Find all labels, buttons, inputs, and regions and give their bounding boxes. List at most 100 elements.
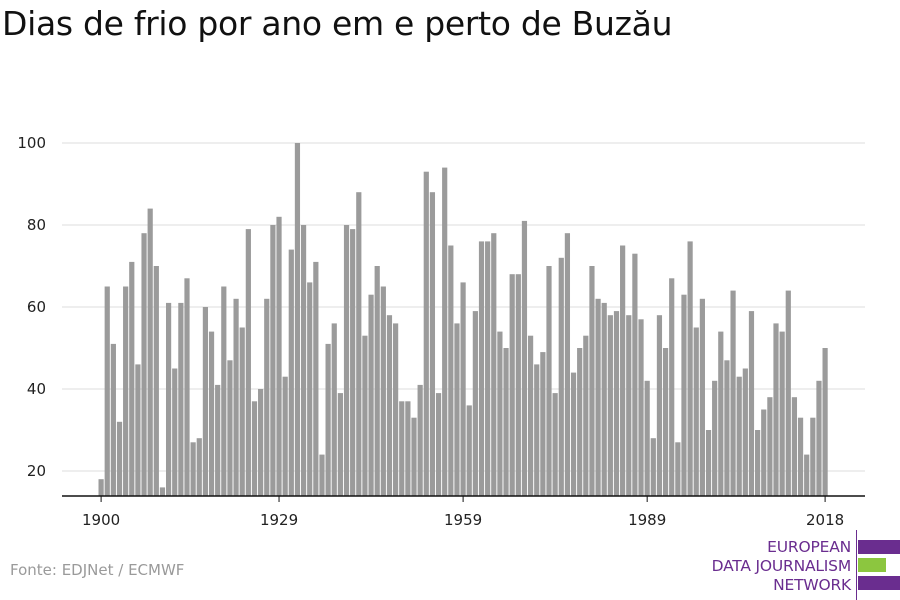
bar-1905 — [129, 261, 135, 496]
bar-1913 — [178, 302, 184, 496]
bar-1994 — [675, 442, 681, 496]
bar-1955 — [435, 393, 442, 496]
bar-1983 — [607, 315, 613, 496]
bar-1921 — [227, 360, 233, 496]
bar-1958 — [454, 323, 460, 496]
bar-2006 — [748, 311, 755, 496]
bar-1942 — [356, 192, 362, 496]
bar-1992 — [662, 348, 669, 496]
bar-1925 — [251, 401, 258, 496]
bar-1989 — [644, 380, 650, 496]
bar-1961 — [472, 311, 478, 496]
y-tick-label: 60 — [27, 298, 46, 316]
logo-bar-middle — [858, 558, 886, 572]
bar-1912 — [172, 368, 178, 496]
bar-1927 — [264, 298, 270, 496]
bar-1914 — [184, 278, 190, 496]
logo-line-2: DATA JOURNALISM — [711, 557, 852, 575]
bar-1956 — [442, 167, 448, 496]
bar-1984 — [613, 311, 620, 496]
bar-1970 — [527, 335, 534, 496]
bar-1940 — [343, 225, 350, 496]
bar-1946 — [380, 286, 386, 496]
bar-1948 — [393, 323, 399, 496]
bar-1937 — [325, 343, 331, 496]
bar-1906 — [135, 364, 141, 496]
logo-line-1: EUROPEAN — [767, 538, 851, 556]
bar-2015 — [804, 454, 810, 496]
bar-2009 — [767, 397, 773, 496]
bar-1997 — [693, 327, 699, 496]
bar-2007 — [755, 430, 761, 496]
bar-1918 — [208, 331, 215, 496]
bar-1979 — [583, 335, 589, 496]
bar-1933 — [300, 225, 307, 496]
bar-1968 — [515, 274, 521, 496]
bar-1915 — [190, 442, 196, 496]
bar-1943 — [362, 335, 368, 496]
bar-1960 — [466, 405, 472, 496]
bar-1911 — [165, 302, 172, 496]
bar-1944 — [368, 294, 374, 496]
bar-1900 — [98, 479, 104, 496]
bar-1923 — [239, 327, 245, 496]
edjnet-logo: EUROPEAN DATA JOURNALISM NETWORK — [700, 530, 900, 600]
bar-1945 — [374, 266, 380, 496]
bar-1962 — [478, 241, 485, 496]
y-tick-label: 80 — [27, 216, 46, 234]
x-tick-label: 1929 — [260, 511, 298, 529]
bar-2013 — [791, 397, 798, 496]
x-tick-label: 1959 — [444, 511, 482, 529]
bar-1935 — [313, 261, 319, 496]
bar-2008 — [761, 409, 767, 496]
bar-1947 — [386, 315, 393, 496]
bar-1959 — [460, 282, 466, 496]
x-tick-label: 1900 — [82, 511, 120, 529]
y-axis-labels: 20 40 60 80 100 — [17, 134, 46, 480]
bar-1929 — [276, 216, 282, 497]
bar-1902 — [110, 343, 116, 496]
logo-bar-bottom — [858, 576, 900, 590]
bar-1917 — [202, 307, 209, 496]
bar-2018 — [822, 348, 828, 496]
bar-1965 — [497, 331, 503, 496]
bar-1930 — [282, 376, 288, 496]
bar-1938 — [331, 323, 337, 496]
bar-1988 — [638, 319, 644, 496]
bar-2016 — [810, 417, 816, 496]
logo-bar-top — [858, 540, 900, 554]
y-tick-label: 20 — [27, 462, 46, 480]
y-tick-label: 40 — [27, 380, 46, 398]
bar-1920 — [221, 286, 227, 496]
bar-1991 — [656, 315, 663, 496]
bar-1928 — [270, 225, 276, 496]
bar-1922 — [233, 298, 239, 496]
bar-2001 — [718, 331, 724, 496]
bar-2003 — [730, 290, 736, 496]
bar-2002 — [724, 360, 730, 496]
bar-1926 — [258, 389, 264, 496]
bar-1904 — [123, 286, 129, 496]
bar-1952 — [417, 384, 423, 496]
bar-1980 — [589, 266, 595, 496]
bar-1982 — [601, 302, 607, 496]
bar-1907 — [141, 233, 147, 496]
bar-1924 — [245, 229, 251, 496]
chart-title: Dias de frio por ano em e perto de Buzău — [2, 4, 673, 43]
bar-2011 — [779, 331, 785, 496]
x-tick-label: 2018 — [806, 511, 844, 529]
bar-1910 — [159, 487, 166, 496]
bar-1972 — [540, 352, 546, 496]
bar-1950 — [405, 401, 411, 496]
bar-2017 — [816, 380, 822, 496]
bar-1954 — [429, 192, 436, 496]
bar-1978 — [577, 348, 583, 496]
bar-1941 — [350, 229, 356, 496]
bar-1901 — [104, 286, 110, 496]
bar-1931 — [288, 249, 294, 496]
bar-2005 — [742, 368, 748, 496]
logo-line-3: NETWORK — [773, 576, 851, 594]
bar-1971 — [534, 364, 540, 496]
bar-1987 — [632, 253, 638, 496]
source-note: Fonte: EDJNet / ECMWF — [10, 561, 185, 579]
